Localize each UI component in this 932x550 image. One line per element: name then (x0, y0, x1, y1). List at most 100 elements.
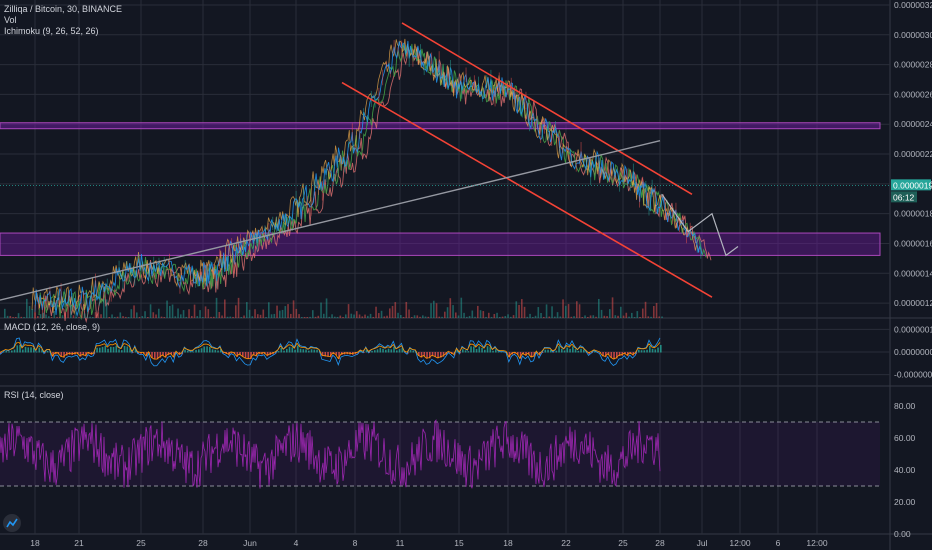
volume-bar (466, 316, 468, 318)
macd-histogram-bar (321, 352, 324, 357)
volume-bar (543, 316, 545, 318)
macd-histogram-bar (11, 350, 13, 353)
volume-bar (243, 315, 245, 318)
volume-bar (309, 316, 311, 318)
time-tick-label: 18 (30, 538, 40, 548)
volume-bar (408, 309, 410, 318)
volume-bar (345, 314, 347, 318)
macd-histogram-bar (266, 352, 269, 357)
volume-bar (573, 316, 575, 318)
volume-bar (529, 313, 531, 318)
macd-histogram-bar (33, 347, 35, 353)
volume-bar (193, 304, 196, 318)
volume-bar (545, 304, 548, 318)
volume-bar (455, 312, 457, 318)
volume-bar (452, 305, 454, 318)
macd-histogram-bar (16, 345, 19, 353)
volume-bar (240, 316, 243, 318)
volume-bar (295, 308, 298, 318)
time-tick-label: Jun (243, 538, 257, 548)
volume-bar (306, 316, 309, 318)
volume-bar (490, 316, 493, 318)
volume-bar (182, 310, 185, 318)
macd-histogram-bar (569, 348, 571, 353)
tradingview-logo-icon[interactable] (3, 514, 21, 532)
time-tick-label: 25 (618, 538, 628, 548)
volume-bar (202, 316, 204, 318)
macd-histogram-bar (129, 348, 131, 353)
macd-histogram-bar (5, 350, 8, 353)
volume-bar (323, 313, 325, 318)
volume-bar (576, 301, 578, 318)
volume-bar (320, 302, 322, 318)
macd-histogram-bar (277, 351, 280, 353)
volume-bar (12, 316, 14, 318)
macd-histogram-bar (522, 352, 525, 355)
macd-histogram-bar (602, 352, 604, 357)
macd-histogram-bar (528, 352, 530, 355)
macd-histogram-bar (250, 352, 252, 359)
volume-bar (515, 301, 518, 318)
macd-histogram-bar (475, 348, 478, 353)
volume-bar (592, 315, 595, 318)
macd-histogram-bar (324, 352, 327, 357)
macd-histogram-bar (409, 349, 412, 353)
volume-bar (64, 312, 67, 318)
macd-histogram-bar (473, 346, 475, 353)
macd-histogram-bar (382, 348, 384, 353)
volume-bar (551, 306, 553, 318)
volume-bar (339, 315, 342, 318)
macd-histogram-bar (638, 349, 640, 353)
volume-bar (177, 308, 179, 318)
volume-bar (270, 314, 273, 318)
volume-bar (589, 315, 592, 318)
volume-bar (4, 308, 6, 318)
volume-bar (488, 312, 490, 318)
macd-histogram-bar (244, 352, 247, 359)
ichimoku-conversion-line (38, 43, 707, 321)
volume-bar (400, 314, 402, 318)
macd-histogram-bar (605, 352, 607, 358)
volume-bar (383, 316, 386, 318)
resistance-zone-top (0, 122, 881, 130)
macd-histogram-bar (440, 352, 442, 358)
volume-bar (191, 315, 193, 318)
macd-histogram-bar (643, 350, 646, 353)
time-tick-label: 8 (353, 538, 358, 548)
volume-bar (642, 308, 644, 318)
macd-histogram-bar (470, 346, 472, 353)
macd-histogram-bar (126, 346, 129, 353)
macd-histogram-bar (19, 344, 21, 353)
macd-histogram-bar (115, 345, 118, 353)
macd-histogram-bar (486, 346, 489, 353)
volume-bar (653, 305, 655, 318)
volume-bar (273, 313, 276, 318)
macd-histogram-bar (104, 346, 107, 353)
volume-bar (144, 311, 146, 318)
rsi-tick-label: 80.00 (894, 401, 916, 411)
volume-bar (468, 315, 471, 318)
volume-bar (540, 312, 542, 318)
rsi-tick-label: 20.00 (894, 497, 916, 507)
volume-bar (356, 311, 358, 318)
volume-bar (631, 312, 633, 318)
volume-bar (581, 316, 584, 318)
macd-histogram-bar (206, 346, 208, 353)
volume-bar (163, 316, 166, 318)
volume-bar (430, 303, 432, 318)
volume-bar (17, 313, 20, 318)
rsi-tick-label: 40.00 (894, 465, 916, 475)
volume-bar (328, 316, 331, 318)
macd-histogram-bar (371, 350, 373, 353)
macd-histogram-bar (561, 348, 563, 353)
symbol-title: Zilliqa / Bitcoin, 30, BINANCE (4, 4, 123, 14)
macd-histogram-bar (242, 352, 244, 357)
projection-path (661, 193, 739, 257)
volume-bar (26, 298, 28, 318)
volume-bar (204, 306, 207, 318)
volume-bar (435, 303, 438, 318)
